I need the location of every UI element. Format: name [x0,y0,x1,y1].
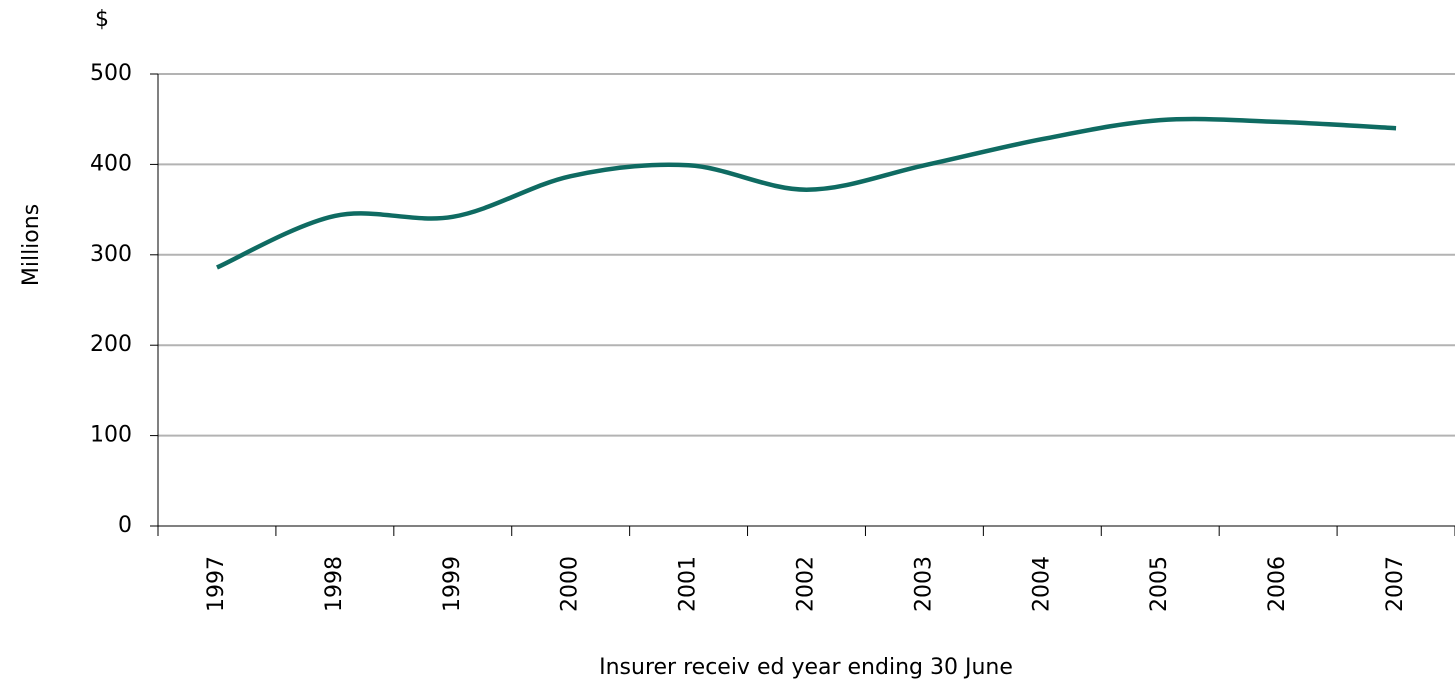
x-tick-label: 2002 [794,556,819,612]
y-tick-label: 500 [90,61,132,86]
x-tick-label: 2004 [1029,556,1054,612]
x-tick-label: 2006 [1265,556,1290,612]
y-unit: $ [95,7,109,32]
x-tick-label: 1999 [440,556,465,612]
y-tick-label: 300 [90,242,132,267]
y-tick-label: 200 [90,332,132,357]
y-tick-label: 400 [90,151,132,176]
x-tick-label: 1997 [204,556,229,612]
x-tick-label: 2007 [1383,556,1408,612]
y-tick-label: 0 [118,513,132,538]
x-tick-label: 1998 [322,556,347,612]
x-tick-label: 2003 [911,556,936,612]
y-axis-label: Millions [19,204,44,286]
x-tick-label: 2005 [1147,556,1172,612]
line-series [216,116,1397,270]
x-axis-label: Insurer receiv ed year ending 30 June [599,655,1013,680]
y-tick-label: 100 [90,423,132,448]
x-tick-label: 2000 [558,556,583,612]
x-tick-label: 2001 [676,556,701,612]
